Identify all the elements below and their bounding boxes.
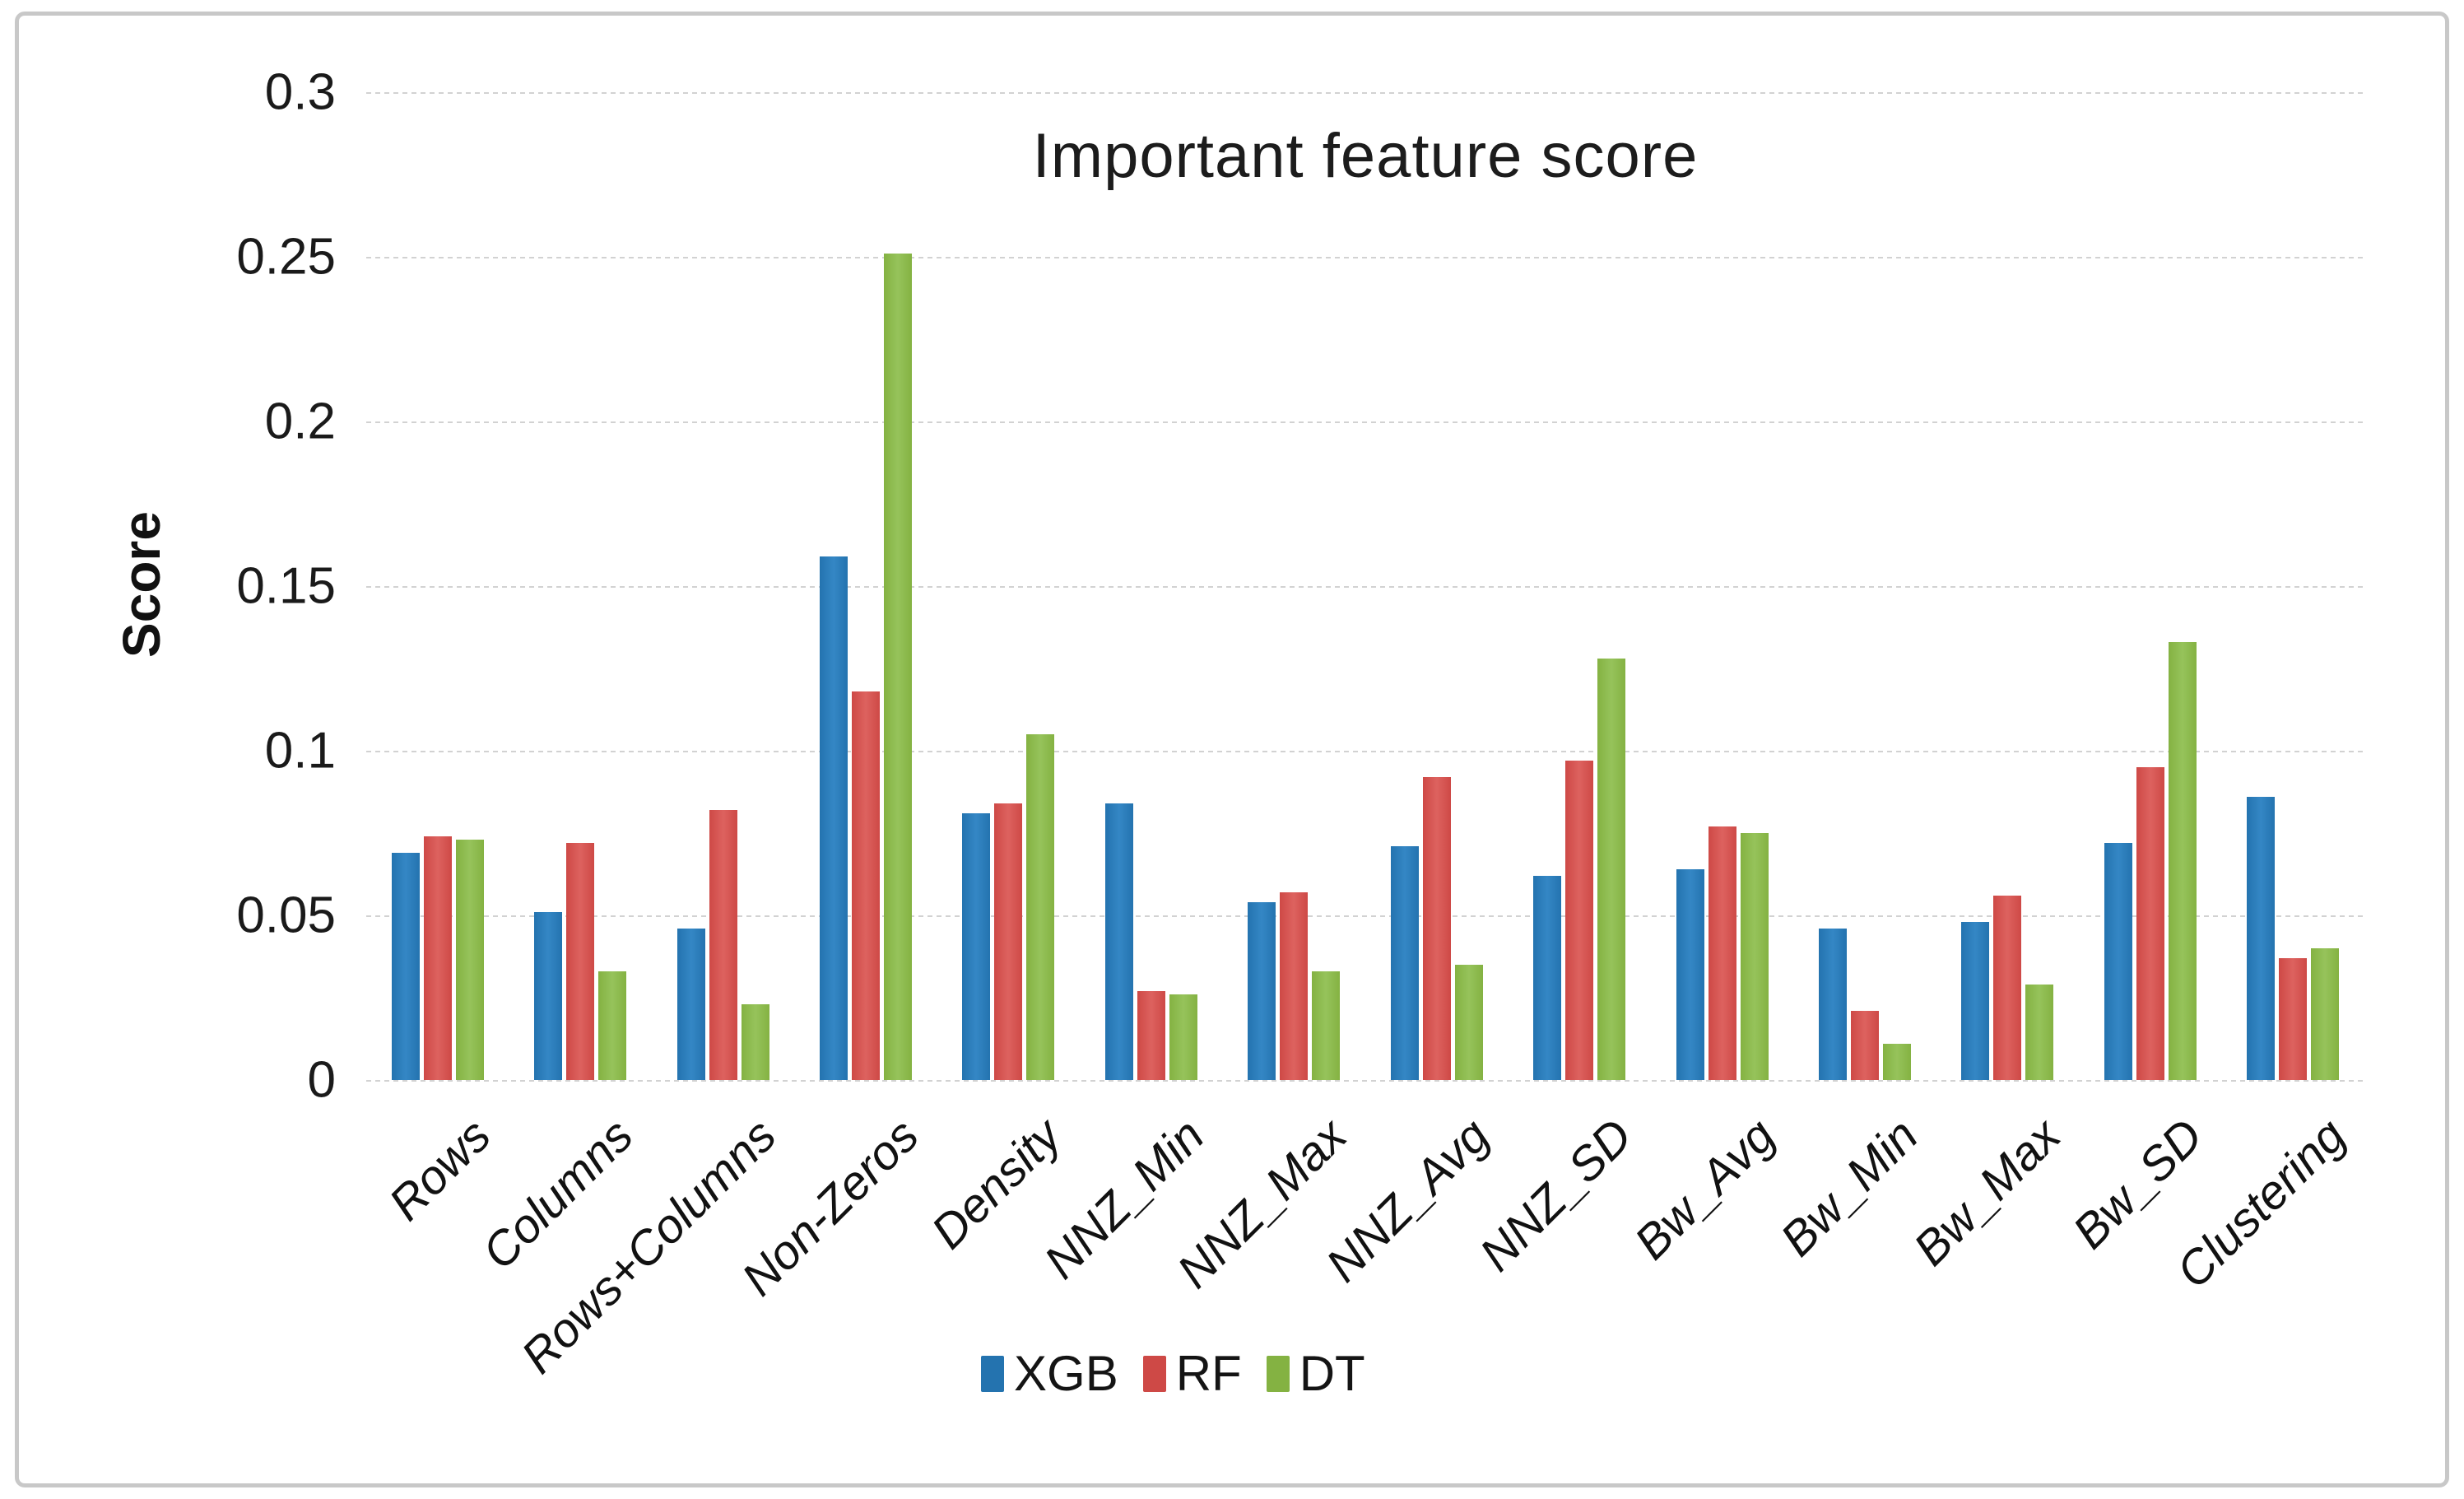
bar-group [1793, 92, 1936, 1080]
bar-dt [883, 254, 912, 1080]
y-tick-label: 0.3 [264, 63, 336, 121]
bar-group [652, 92, 794, 1080]
bar-xgb [676, 929, 705, 1080]
bar-dt [2025, 985, 2054, 1080]
legend-item: XGB [981, 1345, 1118, 1402]
bar-xgb [1961, 922, 1990, 1080]
bar-xgb [1104, 803, 1133, 1080]
bar-rf [709, 810, 737, 1080]
bar-dt [1026, 734, 1055, 1080]
legend-label: XGB [1014, 1346, 1118, 1401]
bar-dt [1597, 659, 1626, 1080]
x-axis-label: Bw_Avg [1624, 1108, 1786, 1270]
x-axis-label: Bw_Max [1903, 1108, 2071, 1276]
bar-dt [1312, 971, 1341, 1080]
legend-swatch-xgb [981, 1355, 1004, 1392]
gridline [366, 257, 2364, 258]
bar-xgb [1818, 929, 1847, 1080]
bar-group [1508, 92, 1650, 1080]
chart-title: Important feature score [1032, 121, 1699, 191]
bar-dt [2311, 948, 2340, 1080]
bar-xgb [1533, 876, 1562, 1080]
bar-group [937, 92, 1080, 1080]
bar-group [509, 92, 651, 1080]
bar-xgb [1676, 869, 1704, 1080]
bar-xgb [1390, 846, 1419, 1080]
legend-swatch-dt [1266, 1355, 1290, 1392]
bar-xgb [2247, 797, 2276, 1080]
legend: XGB RF DT [981, 1345, 1365, 1402]
bar-rf [994, 803, 1023, 1080]
gridline [366, 751, 2364, 752]
gridline [366, 421, 2364, 423]
x-axis-label: Bw_Min [1769, 1108, 1928, 1267]
x-axis-label: Rows+Columns [510, 1108, 787, 1385]
legend-swatch-rf [1142, 1355, 1166, 1392]
bar-group [1080, 92, 1222, 1080]
bar-group [1936, 92, 2079, 1080]
bar-rf [566, 843, 595, 1080]
bar-rf [1850, 1011, 1879, 1080]
gridline [366, 586, 2364, 588]
x-axis-label: NNZ_SD [1469, 1108, 1643, 1282]
bar-dt [1454, 965, 1483, 1080]
bar-group [1651, 92, 1793, 1080]
bar-rf [1422, 777, 1451, 1080]
bar-rf [423, 836, 452, 1080]
gridline [366, 92, 2364, 94]
bar-dt [1169, 994, 1197, 1080]
bar-xgb [962, 813, 991, 1080]
bar-rf [2279, 958, 2308, 1080]
bar-xgb [391, 853, 420, 1080]
bar-group [1365, 92, 1508, 1080]
bar-dt [598, 971, 627, 1080]
y-tick-label: 0.1 [264, 722, 336, 780]
bar-rf [1137, 991, 1165, 1080]
y-tick-label: 0.2 [264, 393, 336, 450]
y-tick-label: 0.05 [236, 887, 336, 944]
bar-dt [455, 840, 484, 1080]
y-tick-label: 0.15 [236, 557, 336, 615]
gridline [366, 1080, 2364, 1082]
bar-group [366, 92, 509, 1080]
bar-rf [1993, 896, 2022, 1080]
bar-group [794, 92, 937, 1080]
bar-rf [1708, 826, 1736, 1080]
bar-dt [1882, 1044, 1911, 1080]
y-tick-label: 0 [307, 1051, 336, 1109]
bar-xgb [534, 912, 563, 1080]
bar-dt [1740, 833, 1769, 1080]
y-tick-label: 0.25 [236, 228, 336, 286]
bar-rf [2136, 767, 2164, 1080]
bar-xgb [819, 556, 848, 1080]
bar-group [2079, 92, 2221, 1080]
legend-item: DT [1266, 1345, 1365, 1402]
bar-rf [851, 691, 880, 1080]
bar-rf [1280, 892, 1309, 1080]
plot-area [366, 92, 2364, 1082]
bar-xgb [2104, 843, 2132, 1080]
bar-group [1223, 92, 1365, 1080]
bar-dt [741, 1004, 769, 1080]
gridline [366, 915, 2364, 917]
bar-rf [1565, 761, 1594, 1080]
bar-dt [2168, 642, 2197, 1080]
bar-xgb [1248, 902, 1276, 1080]
x-axis-label: Rows [378, 1108, 501, 1231]
legend-item: RF [1142, 1345, 1242, 1402]
bar-group [2222, 92, 2364, 1080]
legend-label: DT [1299, 1346, 1365, 1401]
legend-label: RF [1175, 1346, 1242, 1401]
